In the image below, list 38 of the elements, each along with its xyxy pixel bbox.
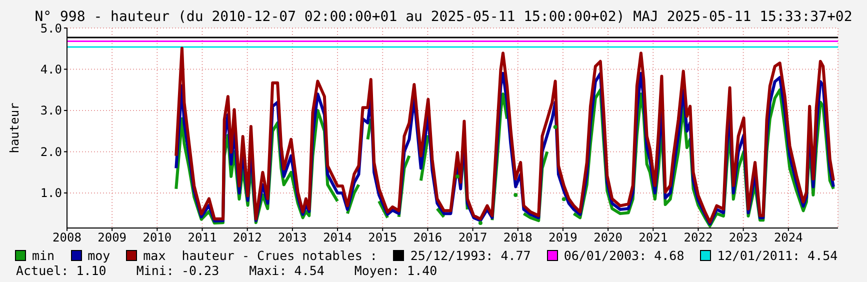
x-tick-label: 2020: [594, 230, 623, 245]
legend-label: 12/01/2011: 4.54: [717, 248, 838, 262]
y-tick-label: 1.0: [40, 186, 62, 200]
x-tick-label: 2014: [323, 230, 352, 245]
x-tick-label: 2024: [774, 230, 803, 245]
y-tick-label: 3.0: [40, 104, 62, 118]
y-tick-label: 4.0: [40, 62, 62, 76]
point: [562, 197, 566, 202]
text: Moyen: 1.40: [354, 263, 438, 279]
point: [455, 174, 460, 178]
x-tick-label: 2015: [368, 230, 398, 245]
legend-label: moy: [88, 248, 110, 262]
y-tick-label: 2.0: [40, 144, 62, 159]
x-tick-label: 2009: [98, 230, 127, 245]
legend-label: 25/12/1993: 4.77: [410, 248, 531, 262]
text: Actuel: 1.10: [16, 263, 106, 279]
text: Mini: -0.23: [136, 263, 220, 279]
point: [553, 124, 558, 129]
x-tick-label: 2018: [503, 230, 532, 245]
point: [478, 221, 482, 226]
legend-label: 06/01/2003: 4.68: [564, 248, 684, 262]
y-axis-title: hauteur: [7, 102, 22, 154]
x-tick-label: 2023: [728, 230, 758, 245]
x-tick-label: 2021: [638, 230, 668, 245]
legend-label: min: [32, 248, 55, 262]
x-tick-label: 2017: [458, 230, 488, 245]
x-tick-label: 2019: [548, 230, 578, 245]
text: Maxi: 4.54: [249, 263, 324, 279]
x-tick-label: 2016: [413, 230, 442, 245]
x-tick-label: 2013: [278, 230, 307, 245]
legend-label: max: [143, 248, 166, 262]
x-tick-label: 2010: [142, 230, 172, 245]
text: hauteur - Crues notables :: [182, 248, 378, 262]
x-tick-label: 2008: [52, 230, 82, 245]
x-tick-label: 2011: [188, 230, 217, 245]
x-tick-label: 2022: [684, 230, 713, 245]
x-tick-label: 2012: [232, 230, 262, 245]
point: [514, 193, 518, 198]
